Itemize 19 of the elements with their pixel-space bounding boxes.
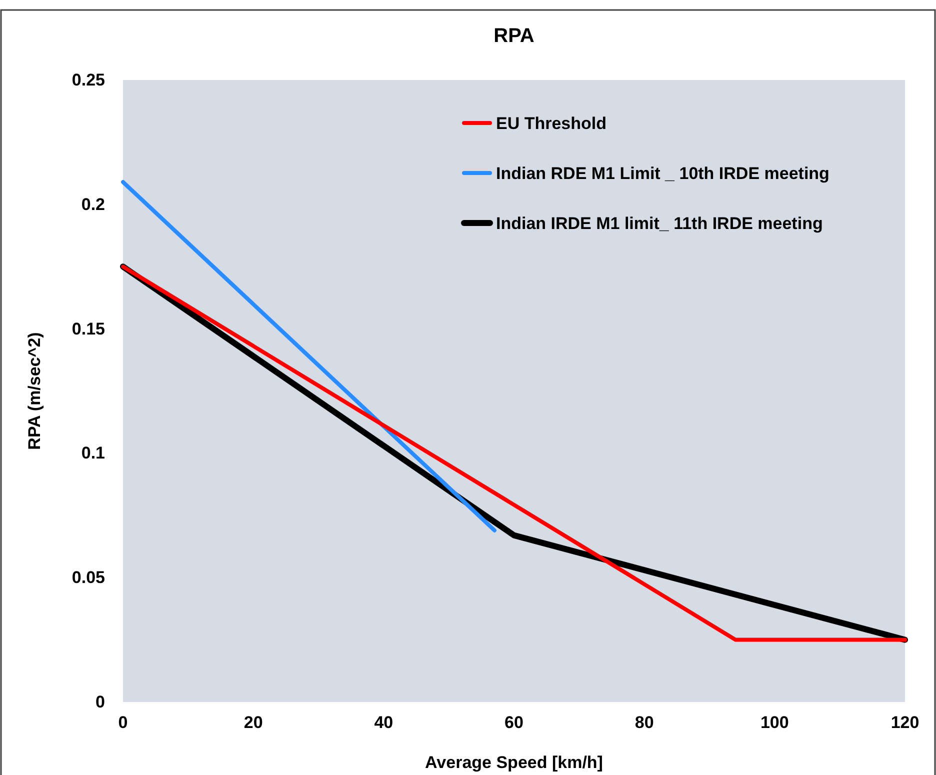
chart-title: RPA	[494, 25, 534, 47]
y-tick-label: 0.05	[72, 568, 105, 588]
x-tick-label: 40	[374, 713, 394, 732]
y-tick-label: 0.25	[72, 70, 105, 90]
x-tick-label: 120	[890, 713, 920, 732]
x-tick-label: 0	[118, 713, 128, 732]
x-axis-title: Average Speed [km/h]	[425, 753, 603, 772]
y-tick-label: 0.2	[81, 194, 105, 214]
x-tick-label: 20	[244, 713, 263, 732]
legend-label: EU Threshold	[496, 114, 607, 133]
y-tick-label: 0.1	[81, 444, 105, 463]
legend-label: Indian RDE M1 Limit _ 10th IRDE meeting	[496, 164, 830, 183]
y-tick-label: 0	[96, 692, 105, 712]
y-tick-label: 0.15	[72, 319, 105, 338]
x-tick-label: 60	[504, 713, 524, 732]
x-tick-label: 80	[634, 713, 654, 732]
legend-label: Indian IRDE M1 limit_ 11th IRDE meeting	[496, 214, 823, 233]
x-tick-label: 100	[760, 713, 789, 732]
y-axis-title: RPA (m/sec^2)	[25, 332, 44, 450]
